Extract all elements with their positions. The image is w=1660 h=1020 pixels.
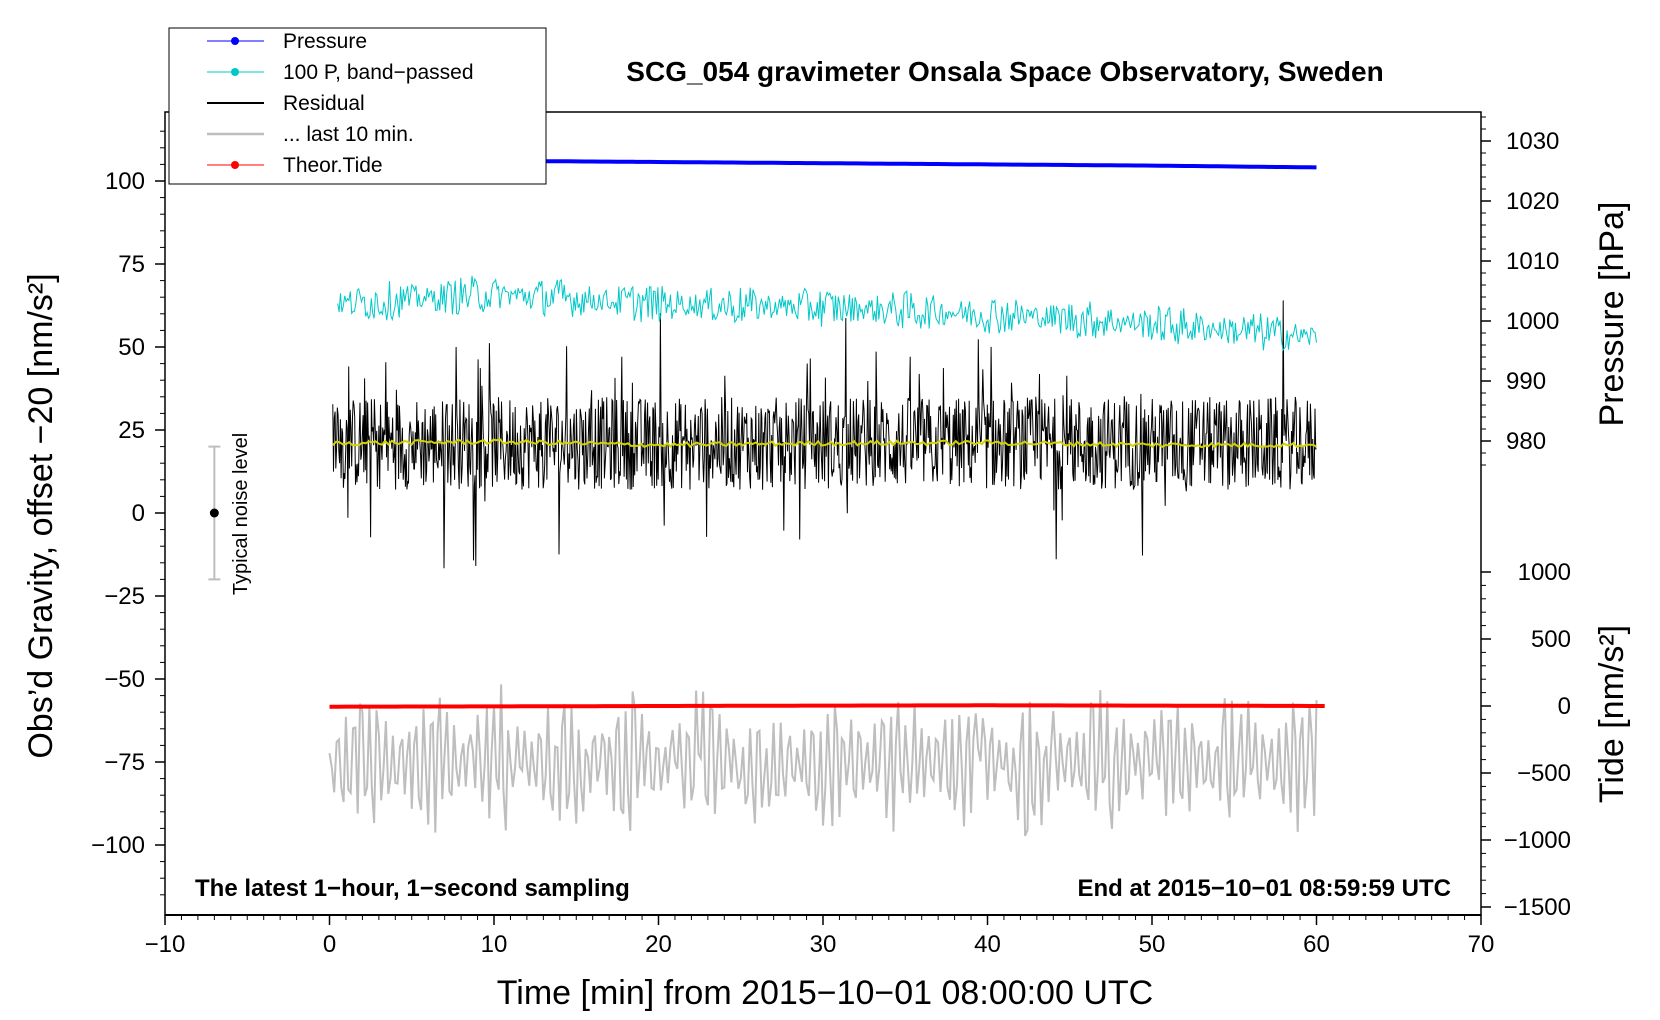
x-tick-label: 40 (974, 931, 1001, 958)
pressure-tick-label: 1020 (1506, 188, 1559, 215)
y-left-axis-ticks: 100 75 50 25 0 −25 −50 −75 −100 (91, 168, 165, 859)
pressure-tick-label: 1000 (1506, 308, 1559, 335)
tide-tick-label: 0 (1558, 693, 1571, 720)
y-left-tick-label: 100 (105, 168, 145, 195)
legend-label: Residual (283, 92, 365, 115)
legend-label: 100 P, band−passed (283, 61, 474, 84)
noise-level-label: Typical noise level (230, 433, 252, 595)
y-left-tick-label: −25 (104, 583, 145, 610)
x-tick-label: 30 (810, 931, 837, 958)
legend-label: Theor.Tide (283, 154, 383, 177)
end-time-annotation: End at 2015−10−01 08:59:59 UTC (1077, 875, 1451, 902)
series-theoretical-tide (329, 703, 1325, 709)
x-tick-label: 60 (1303, 931, 1330, 958)
x-tick-label: 20 (645, 931, 672, 958)
legend-label: Pressure (283, 30, 367, 53)
noise-bar-center (209, 508, 219, 518)
tide-tick-label: −500 (1517, 760, 1571, 787)
series-residual-smoothed (332, 438, 1317, 449)
y-left-tick-label: 50 (118, 334, 145, 361)
y-left-tick-label: −50 (104, 666, 145, 693)
chart-title: SCG_054 gravimeter Onsala Space Observat… (626, 56, 1383, 87)
legend-marker (231, 161, 239, 169)
pressure-tick-label: 1030 (1506, 128, 1559, 155)
tide-tick-label: 500 (1531, 626, 1571, 653)
pressure-tick-label: 990 (1506, 368, 1546, 395)
tide-axis-ticks: 1000 500 0 −500 −1000 −1500 (1481, 559, 1571, 921)
noise-bar (208, 445, 221, 581)
y-left-tick-label: 25 (118, 417, 145, 444)
series-layer (328, 157, 1325, 837)
tide-tick-label: 1000 (1518, 559, 1571, 586)
series-band-passed-pressure (337, 275, 1317, 352)
pressure-tick-label: 980 (1506, 428, 1546, 455)
pressure-tick-label: 1010 (1506, 248, 1559, 275)
tide-tick-label: −1000 (1504, 827, 1571, 854)
x-axis-label: Time [min] from 2015−10−01 08:00:00 UTC (497, 974, 1153, 1012)
x-tick-label: 10 (481, 931, 508, 958)
legend-marker (231, 37, 239, 45)
x-tick-label: 0 (323, 931, 336, 958)
y-left-tick-label: −100 (91, 832, 145, 859)
tide-axis-label: Tide [nm/s²] (1593, 625, 1631, 803)
sampling-annotation: The latest 1−hour, 1−second sampling (195, 875, 630, 902)
legend-marker (231, 68, 239, 76)
x-tick-label: −10 (145, 931, 186, 958)
series-residual (332, 300, 1317, 569)
minor-ticks (160, 116, 1486, 920)
legend: Pressure 100 P, band−passed Residual ... la… (168, 27, 547, 185)
x-tick-label: 50 (1139, 931, 1166, 958)
x-tick-label: 70 (1468, 931, 1495, 958)
legend-label: ... last 10 min. (283, 123, 414, 146)
pressure-axis-label: Pressure [hPa] (1593, 202, 1631, 427)
tide-tick-label: −1500 (1504, 894, 1571, 921)
y-left-tick-label: −75 (104, 749, 145, 776)
y-left-axis-label: Obs’d Gravity, offset −20 [nm/s²] (22, 273, 60, 758)
x-axis-ticks: −10 0 10 20 30 40 50 60 70 (145, 915, 1495, 958)
pressure-axis-ticks: 1030 1020 1010 1000 990 980 (1481, 128, 1559, 455)
y-left-tick-label: 75 (118, 251, 145, 278)
legend-frame (168, 27, 547, 185)
y-left-tick-label: 0 (132, 500, 145, 527)
